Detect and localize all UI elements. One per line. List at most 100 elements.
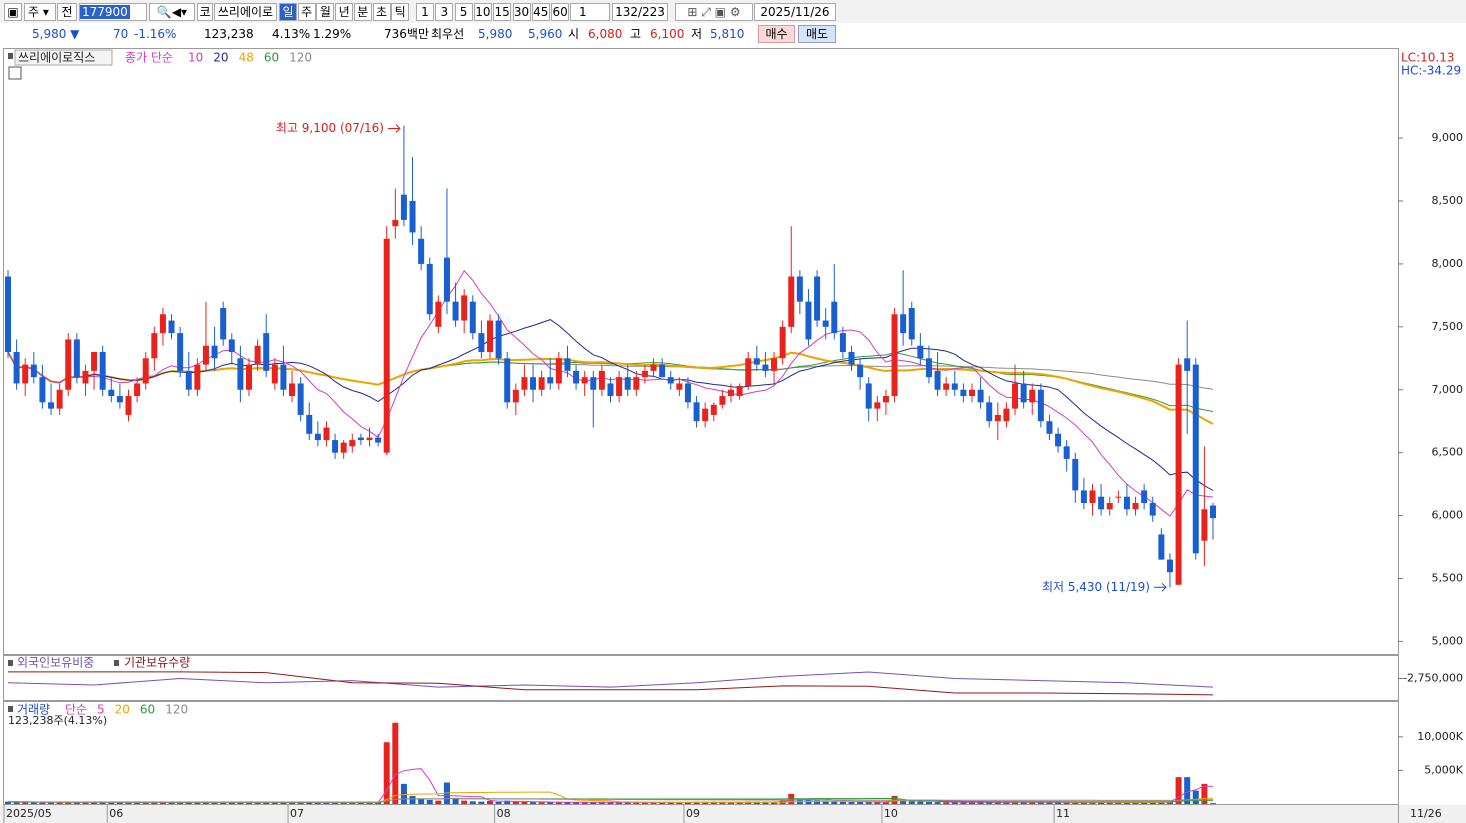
candle-body (624, 377, 631, 390)
volume-bar (271, 802, 278, 804)
volume-bar (495, 801, 502, 804)
candle-body (48, 402, 55, 409)
high: 6,100 (650, 27, 685, 41)
toolbar-button[interactable]: 10 (473, 3, 492, 21)
candle-body (719, 396, 726, 405)
volume-bar (702, 802, 709, 804)
toolbar-button[interactable]: 5 (454, 3, 473, 21)
toolbar-button[interactable]: 틱 (391, 3, 410, 21)
hc-label: HC:-34.29 (1401, 64, 1461, 78)
toolbar-button[interactable]: 1 (416, 3, 434, 21)
volume-bar (1132, 802, 1139, 804)
volume-bar (908, 801, 915, 804)
candle-body (314, 433, 321, 441)
volume-bar (1192, 790, 1199, 804)
volume-ma-label: 단순 (65, 703, 87, 717)
y-tick-label: 7,000 (1432, 383, 1464, 396)
volume-bar (185, 802, 192, 804)
change: 70 (113, 27, 129, 41)
toolbar-button[interactable]: 일 (279, 3, 297, 21)
volume-bar (1072, 802, 1079, 804)
count-select[interactable]: 1 (570, 3, 610, 21)
stock-name-field[interactable]: 쓰리에이로 (214, 3, 277, 21)
candle-body (159, 314, 166, 334)
candle-body (56, 389, 63, 409)
volume-bar (349, 802, 356, 804)
volume-bar (220, 802, 227, 804)
candle-body (779, 326, 786, 359)
volume-bar (400, 783, 407, 804)
legend-institution: 기관보유수량 (124, 656, 190, 670)
tool-icons[interactable]: ⊞ ⤢ ▣ ⚙ (675, 3, 753, 21)
toolbar-button[interactable]: 30 (512, 3, 531, 21)
volume-bar (1003, 802, 1010, 804)
volume-bar (142, 801, 149, 804)
toolbar-button[interactable]: 월 (316, 3, 335, 21)
toolbar-button[interactable]: 주 (297, 3, 316, 21)
x-tick-label: 08 (497, 807, 511, 820)
candle-body (710, 404, 717, 415)
candle-body (805, 301, 812, 340)
code-input[interactable]: 177900 (79, 3, 147, 21)
panel-icon (8, 53, 13, 59)
buy-button[interactable]: 매수 (758, 25, 795, 43)
range[interactable]: 132/223 (612, 3, 668, 21)
candle-body (443, 257, 450, 302)
volume-title: 거래량 (17, 703, 50, 717)
candle-body (581, 377, 588, 384)
toolbar-button[interactable]: 초 (372, 3, 391, 21)
volume-bar (1012, 801, 1019, 804)
sell-button[interactable]: 매도 (798, 25, 836, 43)
ma-legend: 48 (239, 51, 254, 65)
volume-bar (1046, 802, 1053, 804)
change-rate: -1.16% (134, 27, 177, 41)
toolbar-button[interactable]: 년 (335, 3, 354, 21)
candle-body (590, 377, 597, 390)
candle-body (1149, 503, 1156, 516)
candle-body (375, 437, 382, 443)
volume-bar (151, 801, 158, 804)
toolbar-button[interactable]: 45 (531, 3, 550, 21)
volume-bar (1166, 801, 1173, 804)
volume-bar (1098, 802, 1105, 804)
candle-body (228, 339, 235, 352)
candle-body (383, 238, 390, 453)
volume-bar (1063, 802, 1070, 804)
ma-legend: 120 (289, 51, 312, 65)
candle-body (693, 402, 700, 422)
candle-body (73, 339, 80, 378)
search-buttons[interactable]: 🔍◀▾ (149, 3, 195, 21)
prev-button[interactable]: 전 (57, 3, 77, 21)
toolbar-button[interactable]: 분 (353, 3, 372, 21)
candle-body (65, 339, 72, 390)
candle-body (469, 301, 476, 334)
count: 1 (579, 5, 587, 19)
menu-button[interactable]: ▣ (4, 3, 22, 21)
candle-body (1046, 421, 1053, 434)
toolbar-button[interactable]: 15 (493, 3, 512, 21)
candle-body (1029, 389, 1036, 403)
candle-body (1098, 496, 1105, 510)
candle-body (349, 440, 356, 447)
toolbar-button[interactable]: 60 (551, 3, 570, 21)
market-select[interactable]: 주 ▾ (24, 3, 56, 21)
volume-bar (865, 802, 872, 804)
volume-bar (91, 801, 98, 804)
date-field[interactable]: 2025/11/26 (754, 3, 836, 21)
candle-body (1123, 496, 1130, 510)
candle-body (504, 358, 511, 403)
candle-body (39, 377, 46, 403)
candle-body (607, 383, 614, 397)
candle-body (82, 370, 89, 384)
legend-foreign: 외국인보유비중 (17, 656, 94, 670)
volume-bar (693, 801, 700, 804)
y-tick-label: 10,000K (1417, 730, 1463, 743)
candle-body (108, 389, 115, 397)
kind[interactable]: 코 (197, 3, 213, 21)
toolbar-button[interactable]: 3 (435, 3, 454, 21)
low: 5,810 (710, 27, 745, 41)
info-bar: 5,980 ▼ 70 -1.16% 123,238 4.13% 1.29% 73… (0, 24, 1466, 47)
volume-bar (418, 798, 425, 804)
volume-bar (771, 801, 778, 804)
candle-body (616, 377, 623, 397)
